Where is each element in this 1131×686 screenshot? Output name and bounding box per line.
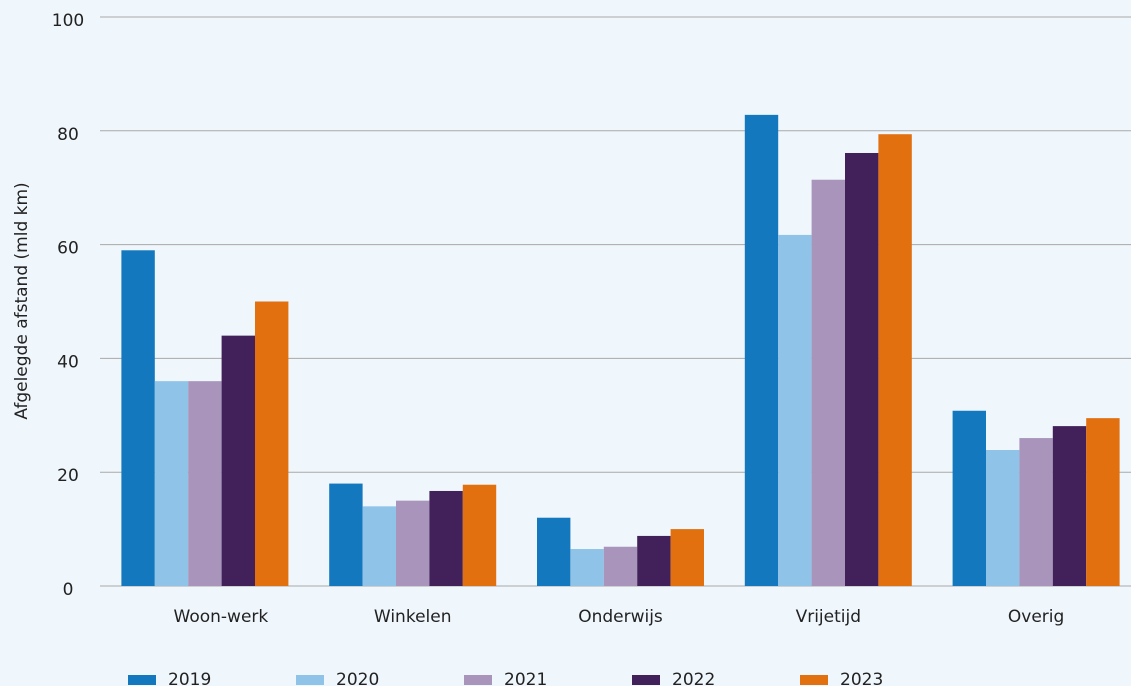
bar — [878, 134, 912, 587]
legend-label: 2023 — [840, 670, 883, 686]
y-tick-label: 20 — [57, 466, 79, 486]
bar — [603, 546, 638, 586]
bar — [744, 114, 779, 587]
x-tick-label: Winkelen — [374, 607, 452, 627]
bar — [986, 450, 1020, 586]
bar — [429, 490, 463, 586]
y-tick-label: 100 — [52, 11, 84, 31]
legend-swatch — [464, 675, 492, 685]
legend-swatch — [632, 675, 660, 685]
legend-label: 2020 — [336, 670, 379, 686]
bar — [778, 234, 812, 586]
bar — [1019, 438, 1053, 586]
bar — [221, 335, 255, 586]
bar — [637, 535, 671, 586]
bar — [462, 484, 497, 586]
bar — [1052, 426, 1087, 586]
y-tick-label: 0 — [63, 580, 74, 600]
legend-swatch — [128, 675, 156, 685]
bar — [121, 250, 155, 587]
y-tick-label: 40 — [57, 352, 79, 372]
legend-swatch — [296, 675, 324, 685]
legend-swatch — [800, 675, 828, 685]
bar — [362, 506, 396, 586]
bar — [1086, 418, 1120, 586]
bar — [188, 381, 222, 586]
bar — [952, 410, 986, 586]
bar — [396, 500, 430, 586]
y-tick-label: 60 — [57, 239, 79, 259]
x-tick-label: Woon-werk — [174, 607, 269, 627]
x-tick-label: Onderwijs — [578, 607, 663, 627]
bar — [811, 179, 845, 586]
bar — [670, 529, 704, 586]
y-tick-label: 80 — [57, 125, 79, 145]
bar — [329, 483, 363, 586]
bar — [154, 381, 189, 586]
x-tick-label: Overig — [1008, 607, 1064, 627]
legend-label: 2022 — [672, 670, 715, 686]
legend-label: 2021 — [504, 670, 547, 686]
bar — [537, 517, 571, 586]
legend-label: 2019 — [168, 670, 211, 686]
bar — [845, 152, 879, 586]
bar — [255, 301, 289, 586]
y-axis-label: Afgelegde afstand (mld km) — [12, 182, 32, 419]
x-tick-label: Vrijetijd — [796, 607, 861, 627]
bar — [570, 549, 604, 586]
